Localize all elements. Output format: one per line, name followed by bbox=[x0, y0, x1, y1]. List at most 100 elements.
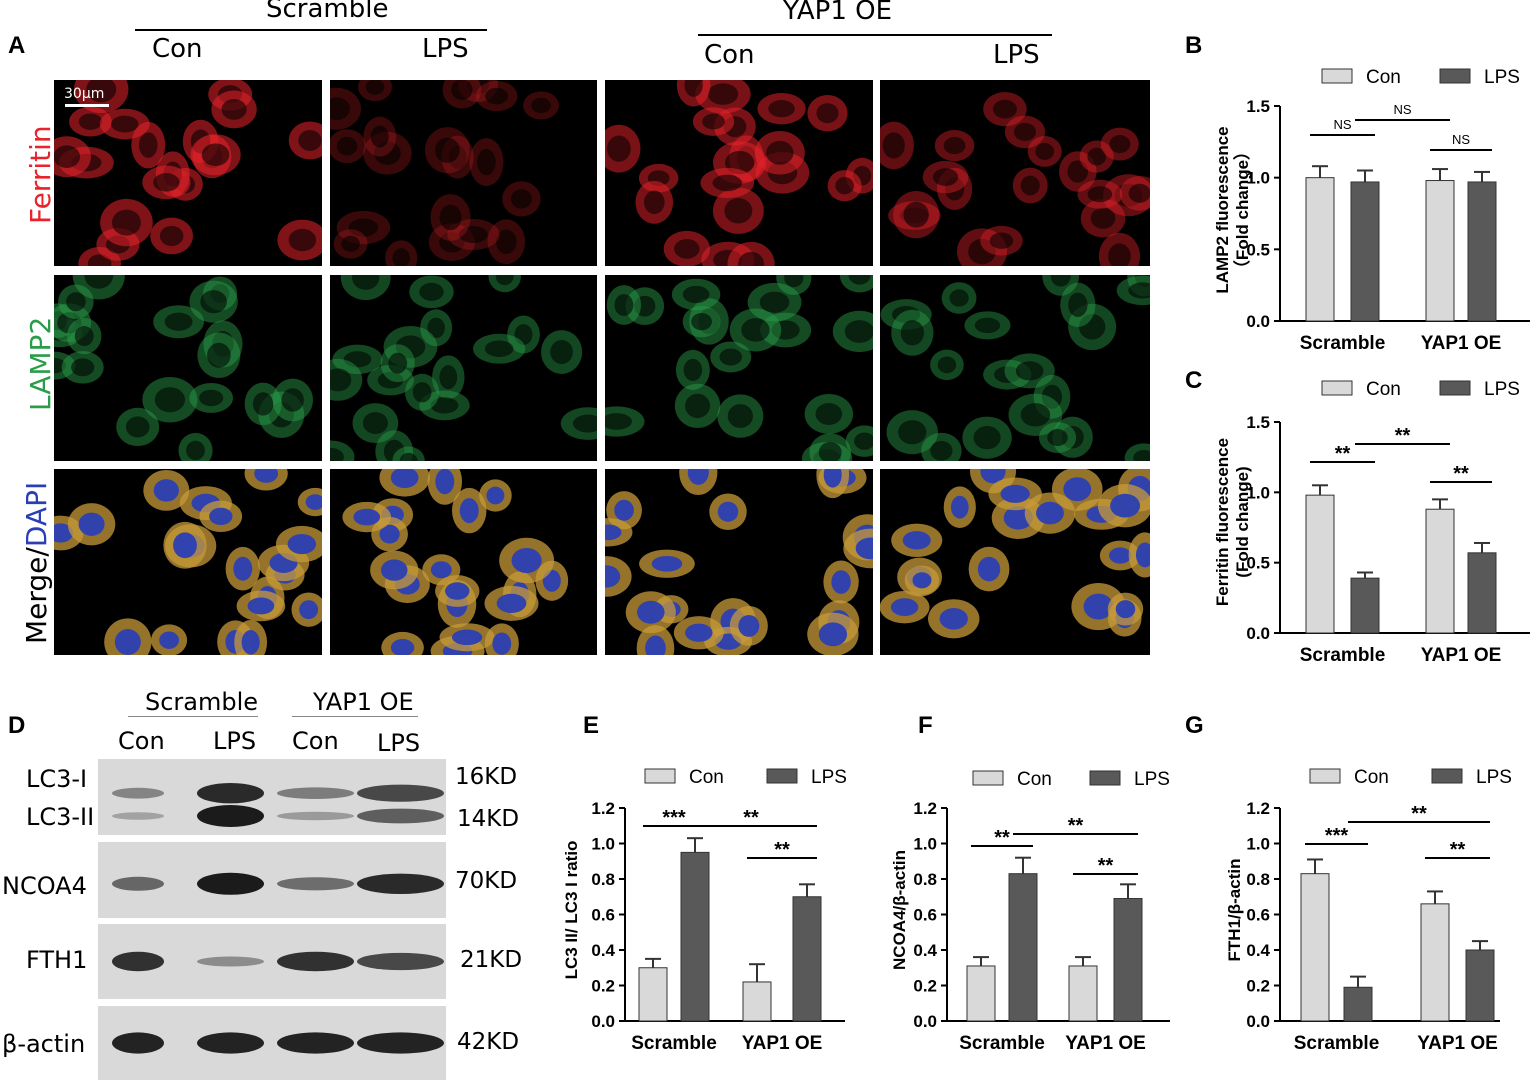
micrograph-merge-scramble-con bbox=[54, 469, 322, 655]
chart-f-ytick-label: 0.6 bbox=[913, 906, 937, 925]
panel-a-group-scramble: Scramble bbox=[266, 0, 389, 24]
chart-c-sig-label: ** bbox=[1453, 463, 1469, 485]
chart-e-category-label: YAP1 OE bbox=[742, 1033, 823, 1054]
micrograph-ferritin-scramble-con bbox=[54, 80, 322, 266]
chart-f-sig-label: ** bbox=[994, 827, 1010, 849]
chart-f-legend-swatch-con bbox=[972, 770, 1004, 786]
micrograph-merge-yap1-lps bbox=[880, 469, 1150, 655]
chart-b-category-label: Scramble bbox=[1300, 333, 1386, 354]
chart-b-sig-label: NS bbox=[1333, 117, 1351, 132]
chart-c-ytick-label: 1.0 bbox=[1246, 483, 1270, 502]
chart-b-category-label: YAP1 OE bbox=[1421, 333, 1502, 354]
row-label-merge-text: Merge/ bbox=[20, 547, 53, 644]
panel-d-col-con-2: Con bbox=[292, 727, 339, 755]
chart-c-ylabel: Ferritin fluorescence bbox=[1213, 438, 1232, 606]
chart-c-legend-swatch-con bbox=[1321, 380, 1353, 396]
chart-c-ytick-label: 0.5 bbox=[1246, 554, 1270, 573]
chart-g-ytick-label: 0.8 bbox=[1246, 870, 1270, 889]
chart-e-bar-lps bbox=[680, 851, 710, 1022]
chart-f-legend-con: Con bbox=[1017, 769, 1052, 790]
panel-d-scramble-line bbox=[128, 716, 258, 717]
chart-e-ytick-label: 1.2 bbox=[591, 799, 615, 818]
chart-b-legend-swatch-lps bbox=[1439, 68, 1471, 84]
panel-letter-d: D bbox=[8, 712, 26, 739]
chart-e-category-label: Scramble bbox=[631, 1033, 717, 1054]
kd-fth1: 21KD bbox=[460, 947, 523, 973]
micrograph-ferritin-yap1-con bbox=[605, 80, 873, 266]
panel-letter-e: E bbox=[583, 712, 600, 739]
band-label-beta-actin: β-actin bbox=[2, 1030, 86, 1058]
chart-b-sig-label: NS bbox=[1393, 102, 1411, 117]
chart-c-legend-con: Con bbox=[1366, 379, 1401, 400]
chart-f-bar-lps bbox=[1008, 873, 1038, 1022]
panel-a-col-con-2: Con bbox=[704, 40, 755, 70]
chart-e-legend-lps: LPS bbox=[811, 767, 847, 788]
chart-e-bar-con bbox=[638, 967, 668, 1022]
chart-g-ytick-label: 1.0 bbox=[1246, 835, 1270, 854]
chart-g-ytick-label: 0.4 bbox=[1246, 941, 1270, 960]
chart-e-ylabel: LC3 II/ LC3 I ratio bbox=[562, 841, 581, 980]
chart-f-ytick-label: 0.2 bbox=[913, 977, 937, 996]
chart-g-ytick-label: 0.6 bbox=[1246, 906, 1270, 925]
panel-d-group-yap1: YAP1 OE bbox=[313, 688, 414, 716]
chart-f-ytick-label: 0.8 bbox=[913, 870, 937, 889]
panel-d-col-lps-1: LPS bbox=[213, 727, 257, 755]
panel-a-scramble-line bbox=[135, 29, 487, 31]
band-label-fth1: FTH1 bbox=[26, 946, 88, 974]
chart-c-sig-label: ** bbox=[1395, 425, 1411, 447]
row-label-dapi-text: DAPI bbox=[20, 481, 53, 548]
chart-g-legend-lps: LPS bbox=[1476, 767, 1512, 788]
chart-e-bar-lps bbox=[792, 896, 822, 1022]
chart-e-ytick-label: 0.2 bbox=[591, 977, 615, 996]
micrograph-merge-yap1-con bbox=[605, 469, 873, 655]
chart-c-bar-con bbox=[1305, 494, 1335, 634]
panel-a-yap1-line bbox=[698, 34, 1052, 36]
chart-b-bar-lps bbox=[1467, 181, 1497, 322]
chart-c-ytick-label: 0.0 bbox=[1246, 624, 1270, 643]
panel-d-group-scramble: Scramble bbox=[145, 688, 259, 716]
chart-e-lc3: 0.0 0.2 0.4 0.6 0.8 1.0 1.2 LC3 II/ LC3 I ratio… bbox=[562, 767, 847, 1054]
chart-e-sig-label: *** bbox=[662, 807, 686, 829]
chart-f-ytick-label: 1.2 bbox=[913, 799, 937, 818]
chart-c-ylabel-2: (Fold change) bbox=[1233, 466, 1252, 577]
chart-e-ytick-label: 0.4 bbox=[591, 941, 615, 960]
chart-b-ylabel: LAMP2 fluorescence bbox=[1213, 126, 1232, 293]
chart-g-bar-lps bbox=[1465, 949, 1495, 1022]
chart-e-legend-swatch-con bbox=[644, 768, 676, 784]
micrograph-merge-scramble-lps bbox=[330, 469, 597, 655]
chart-b-bar-con bbox=[1425, 180, 1455, 322]
panel-d-col-lps-2: LPS bbox=[377, 729, 421, 757]
chart-f-ytick-label: 0.0 bbox=[913, 1012, 937, 1031]
chart-b-bar-con bbox=[1305, 177, 1335, 322]
chart-e-legend-swatch-lps bbox=[766, 768, 798, 784]
chart-g-bar-con bbox=[1420, 903, 1450, 1022]
chart-c-ytick-label: 1.5 bbox=[1246, 413, 1270, 432]
chart-c-bar-lps bbox=[1467, 552, 1497, 634]
chart-f-ytick-label: 1.0 bbox=[913, 835, 937, 854]
chart-c-legend-swatch-lps bbox=[1439, 380, 1471, 396]
chart-c-bar-lps bbox=[1350, 577, 1380, 634]
chart-b-legend-con: Con bbox=[1366, 67, 1401, 88]
chart-b-legend-lps: LPS bbox=[1484, 67, 1520, 88]
row-label-lamp2: LAMP2 bbox=[24, 316, 57, 411]
chart-c-category-label: Scramble bbox=[1300, 645, 1386, 666]
chart-g-category-label: YAP1 OE bbox=[1417, 1033, 1498, 1054]
chart-e-sig-label: ** bbox=[743, 807, 759, 829]
micrograph-lamp2-scramble-con bbox=[54, 275, 322, 461]
chart-b-ylabel-2: （Fold change） bbox=[1232, 143, 1252, 277]
panel-a-group-yap1: YAP1 OE bbox=[783, 0, 893, 26]
micrograph-lamp2-scramble-lps bbox=[330, 275, 597, 461]
chart-f-bar-lps bbox=[1113, 898, 1143, 1022]
panel-letter-a: A bbox=[8, 32, 26, 59]
chart-g-legend-swatch-con bbox=[1309, 768, 1341, 784]
chart-e-legend-con: Con bbox=[689, 767, 724, 788]
chart-b-ytick-label: 0.0 bbox=[1246, 312, 1270, 331]
row-label-ferritin: Ferritin bbox=[24, 125, 57, 224]
chart-b-ytick-label: 0.5 bbox=[1246, 240, 1270, 259]
chart-f-sig-label: ** bbox=[1098, 855, 1114, 877]
chart-e-ytick-label: 1.0 bbox=[591, 835, 615, 854]
chart-g-sig-label: *** bbox=[1325, 825, 1349, 847]
chart-g-fth1: 0.0 0.2 0.4 0.6 0.8 1.0 1.2 FTH1/β-actin Con LPS S… bbox=[1225, 767, 1512, 1054]
band-label-ncoa4: NCOA4 bbox=[2, 872, 87, 900]
kd-lc3-i: 16KD bbox=[455, 764, 518, 790]
